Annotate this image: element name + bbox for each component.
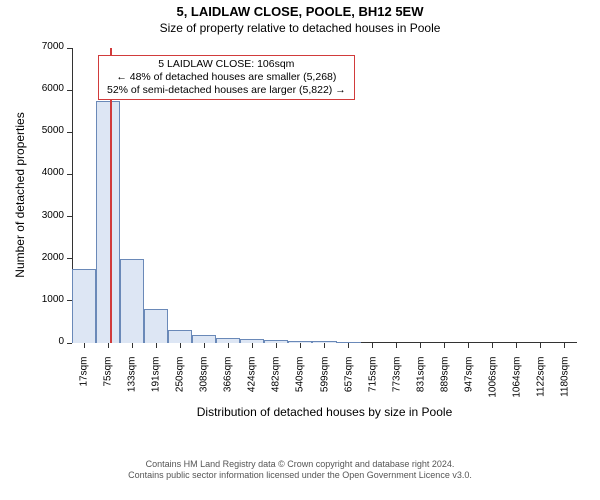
xtick: [348, 343, 349, 348]
footnote-line2: Contains public sector information licen…: [20, 470, 580, 482]
annotation-line3: 52% of semi-detached houses are larger (…: [107, 84, 346, 97]
xtick: [372, 343, 373, 348]
xtick: [324, 343, 325, 348]
ytick: [67, 48, 72, 49]
xtick: [540, 343, 541, 348]
annotation-line1: 5 LAIDLAW CLOSE: 106sqm: [107, 58, 346, 71]
xtick: [492, 343, 493, 348]
bar: [168, 330, 192, 343]
chart-container: { "chart": { "type": "histogram", "title…: [0, 0, 600, 500]
ytick-label: 4000: [24, 167, 64, 178]
bar: [96, 101, 120, 343]
xtick: [84, 343, 85, 348]
footnote-line1: Contains HM Land Registry data © Crown c…: [20, 459, 580, 471]
annotation-box: 5 LAIDLAW CLOSE: 106sqm ← 48% of detache…: [98, 55, 355, 100]
xtick: [300, 343, 301, 348]
ytick-label: 2000: [24, 252, 64, 263]
xtick: [252, 343, 253, 348]
xtick: [108, 343, 109, 348]
footnote: Contains HM Land Registry data © Crown c…: [20, 459, 580, 482]
bar: [192, 335, 216, 343]
y-axis-label: Number of detached properties: [13, 95, 27, 295]
xtick: [132, 343, 133, 348]
ytick: [67, 90, 72, 91]
ytick: [67, 258, 72, 259]
ytick: [67, 216, 72, 217]
xtick: [156, 343, 157, 348]
annotation-line2: ← 48% of detached houses are smaller (5,…: [107, 71, 346, 84]
bar: [72, 269, 96, 343]
chart-subtitle: Size of property relative to detached ho…: [0, 19, 600, 35]
xtick: [180, 343, 181, 348]
xtick: [204, 343, 205, 348]
ytick-label: 1000: [24, 294, 64, 305]
ytick: [67, 132, 72, 133]
xtick: [468, 343, 469, 348]
ytick-label: 5000: [24, 125, 64, 136]
ytick: [67, 174, 72, 175]
ytick-label: 3000: [24, 210, 64, 221]
xtick: [228, 343, 229, 348]
chart-title: 5, LAIDLAW CLOSE, POOLE, BH12 5EW: [0, 0, 600, 19]
xtick: [396, 343, 397, 348]
ytick-label: 0: [24, 336, 64, 347]
xtick: [276, 343, 277, 348]
xtick: [516, 343, 517, 348]
xtick: [564, 343, 565, 348]
bar: [144, 309, 168, 343]
xtick: [420, 343, 421, 348]
xtick: [444, 343, 445, 348]
ytick-label: 7000: [24, 41, 64, 52]
ytick-label: 6000: [24, 83, 64, 94]
bar: [120, 259, 144, 343]
x-axis-label: Distribution of detached houses by size …: [72, 405, 577, 419]
